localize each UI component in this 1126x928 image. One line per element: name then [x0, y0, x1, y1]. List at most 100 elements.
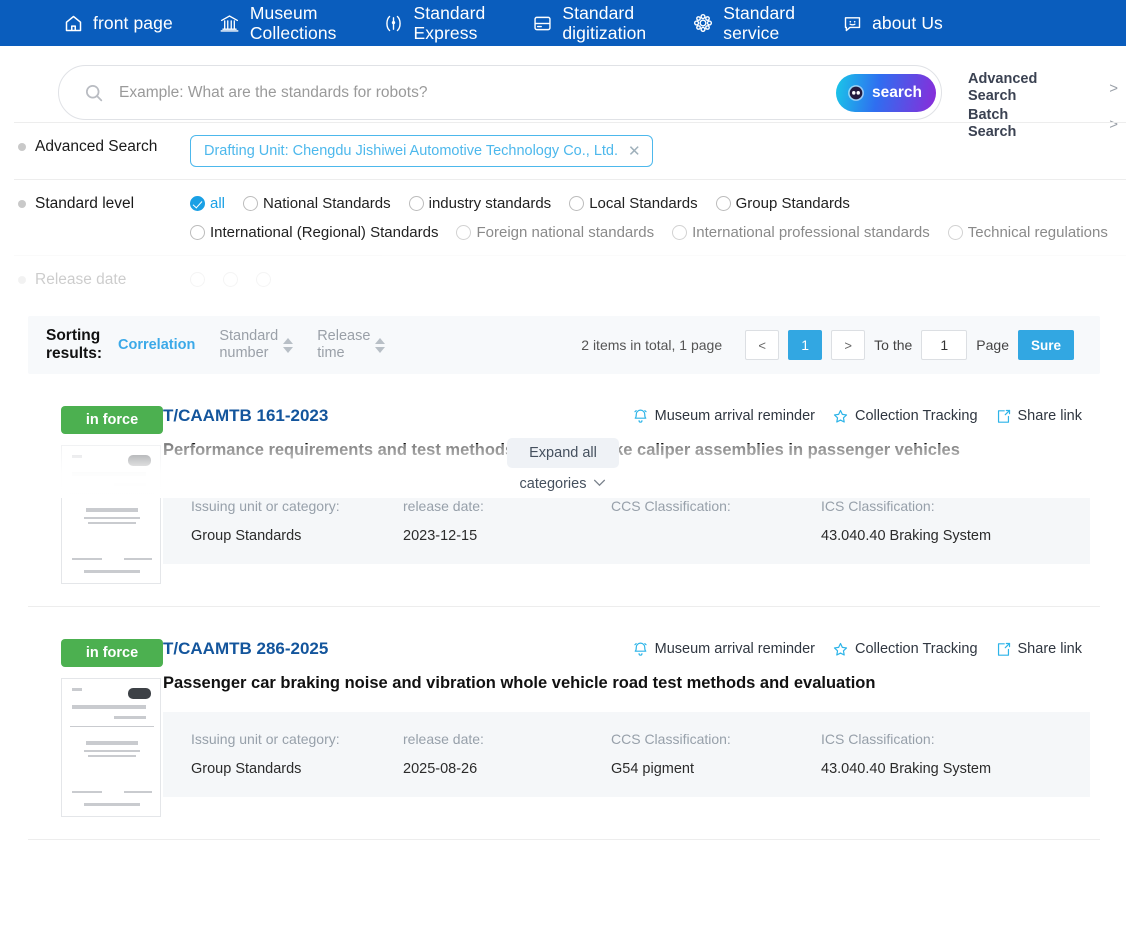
result-header: T/CAAMTB 161-2023 Museum arrival reminde…: [163, 406, 1090, 426]
checkbox-ring-icon: [243, 196, 259, 211]
active-filter-chip[interactable]: Drafting Unit: Chengdu Jishiwei Automoti…: [190, 135, 653, 167]
nav-item-about-us[interactable]: about Us: [841, 12, 943, 34]
thumbnail-logo-icon: [128, 688, 151, 699]
nav-label: Standard Express: [413, 3, 486, 43]
result-standard-code[interactable]: T/CAAMTB 286-2025: [163, 639, 329, 658]
active-filter-chip-label: Drafting Unit: Chengdu Jishiwei Automoti…: [204, 143, 619, 159]
home-icon: [62, 12, 84, 34]
checkbox-ring-icon: [256, 272, 271, 287]
checkbox-label: International professional standards: [692, 224, 930, 241]
release-date-options: [190, 268, 1126, 290]
filter-panel: Advanced Search Drafting Unit: Chengdu J…: [0, 122, 1126, 498]
filter-label-text: Standard level: [35, 195, 135, 212]
checkbox-local-standards[interactable]: Local Standards: [569, 193, 698, 214]
pagination-next-button[interactable]: >: [831, 330, 866, 360]
filter-label-release-date: Release date: [14, 268, 190, 289]
nav-label: front page: [93, 13, 173, 33]
checkbox-international-regional-standards[interactable]: International (Regional) Standards: [190, 222, 438, 243]
checkbox-label: industry standards: [428, 195, 552, 212]
checkbox-label: all: [210, 195, 226, 212]
advanced-search-link-label: Advanced Search: [968, 71, 1038, 104]
metadata-key: Issuing unit or category:: [191, 731, 340, 747]
checkbox-national-standards[interactable]: National Standards: [243, 193, 391, 214]
pagination-jump-input[interactable]: [921, 330, 968, 360]
search-box[interactable]: search: [58, 65, 942, 120]
result-header: T/CAAMTB 286-2025 Museum arrival reminde…: [163, 639, 1090, 659]
checkbox-label: Local Standards: [589, 195, 698, 212]
result-item: in force T/CAAMTB 286-2025: [28, 607, 1100, 840]
close-icon[interactable]: ✕: [628, 142, 641, 160]
result-right-column: T/CAAMTB 161-2023 Museum arrival reminde…: [163, 406, 1100, 584]
result-metadata: Issuing unit or category: Group Standard…: [163, 712, 1090, 797]
metadata-release-date: release date: 2025-08-26: [403, 731, 611, 778]
collection-tracking-action[interactable]: Collection Tracking: [832, 641, 978, 658]
metadata-ccs-classification: CCS Classification:: [611, 498, 821, 545]
share-link-action[interactable]: Share link: [995, 408, 1082, 425]
metadata-issuing-unit: Issuing unit or category: Group Standard…: [191, 731, 403, 778]
metadata-value: G54 pigment: [611, 761, 695, 777]
metadata-key: CCS Classification:: [611, 731, 731, 747]
museum-arrival-reminder-action[interactable]: Museum arrival reminder: [632, 408, 815, 425]
nav-item-standard-service[interactable]: Standard service: [692, 3, 795, 43]
expand-all-button[interactable]: Expand all: [507, 438, 619, 468]
result-actions: Museum arrival reminder Collection Track…: [632, 408, 1090, 425]
nav-item-front-page[interactable]: front page: [62, 12, 173, 34]
metadata-ccs-classification: CCS Classification: G54 pigment: [611, 731, 821, 778]
result-title[interactable]: Passenger car braking noise and vibratio…: [163, 674, 876, 692]
search-button[interactable]: search: [836, 73, 936, 112]
metadata-ics-classification: ICS Classification: 43.040.40 Braking Sy…: [821, 498, 1041, 545]
filter-label-standard-level: Standard level: [14, 192, 190, 213]
checkbox-international-professional-standards[interactable]: International professional standards: [672, 222, 930, 243]
document-thumbnail[interactable]: [61, 678, 161, 817]
batch-search-link[interactable]: Batch Search >: [968, 107, 1118, 141]
pagination-prev-button[interactable]: <: [745, 330, 780, 360]
sort-option-standard-number[interactable]: Standard number: [219, 328, 294, 362]
bullet-dot-icon: [18, 200, 26, 208]
sort-option-correlation[interactable]: Correlation: [118, 337, 195, 354]
pagination-confirm-button[interactable]: Sure: [1017, 330, 1074, 360]
result-standard-code[interactable]: T/CAAMTB 161-2023: [163, 406, 329, 425]
release-date-option[interactable]: [190, 269, 205, 290]
checkbox-all[interactable]: all: [190, 193, 225, 214]
chevron-right-icon: >: [1109, 80, 1118, 97]
search-button-label: search: [872, 83, 922, 101]
filter-row-release-date: Release date: [14, 255, 1126, 302]
star-icon: [832, 408, 849, 425]
checkbox-foreign-national-standards[interactable]: Foreign national standards: [456, 222, 654, 243]
action-label: Museum arrival reminder: [654, 408, 816, 424]
checkbox-technical-regulations[interactable]: Technical regulations: [947, 222, 1108, 243]
search-input[interactable]: [117, 77, 837, 108]
filter-row-standard-level: Standard level all National Standards in…: [14, 179, 1126, 255]
nav-item-standard-express[interactable]: Standard Express: [383, 3, 486, 43]
nav-item-museum-collections[interactable]: Museum Collections: [219, 3, 337, 43]
metadata-key: CCS Classification:: [611, 498, 731, 514]
expand-categories-toggle[interactable]: categories: [520, 476, 607, 492]
checkbox-ring-icon: [190, 272, 205, 287]
sort-option-label: Standard number: [219, 328, 279, 361]
advanced-search-link[interactable]: Advanced Search >: [968, 71, 1118, 105]
release-date-option[interactable]: [223, 269, 238, 290]
metadata-release-date: release date: 2023-12-15: [403, 498, 611, 545]
action-label: Share link: [1017, 408, 1082, 424]
sort-option-release-time[interactable]: Release time: [317, 328, 386, 362]
pagination-to-the-label: To the: [874, 337, 913, 353]
robot-icon: [846, 83, 866, 103]
chevron-down-icon: [593, 478, 606, 490]
checkbox-label: Technical regulations: [967, 224, 1108, 241]
museum-icon: [219, 12, 241, 34]
checkbox-ring-icon: [408, 196, 424, 211]
checkbox-label: Group Standards: [735, 195, 850, 212]
pagination-page-1-button[interactable]: 1: [788, 330, 823, 360]
search-side-links: Advanced Search > Batch Search >: [968, 65, 1118, 143]
museum-arrival-reminder-action[interactable]: Museum arrival reminder: [632, 641, 815, 658]
nav-item-standard-digitization[interactable]: Standard digitization: [531, 3, 646, 43]
status-badge: in force: [61, 406, 163, 434]
checkbox-ring-icon: [715, 196, 731, 211]
release-date-option[interactable]: [256, 269, 271, 290]
collection-tracking-action[interactable]: Collection Tracking: [832, 408, 978, 425]
checkbox-industry-standards[interactable]: industry standards: [408, 193, 552, 214]
action-label: Share link: [1017, 641, 1082, 657]
checkbox-label: Foreign national standards: [476, 224, 655, 241]
share-link-action[interactable]: Share link: [995, 641, 1082, 658]
checkbox-group-standards[interactable]: Group Standards: [715, 193, 850, 214]
